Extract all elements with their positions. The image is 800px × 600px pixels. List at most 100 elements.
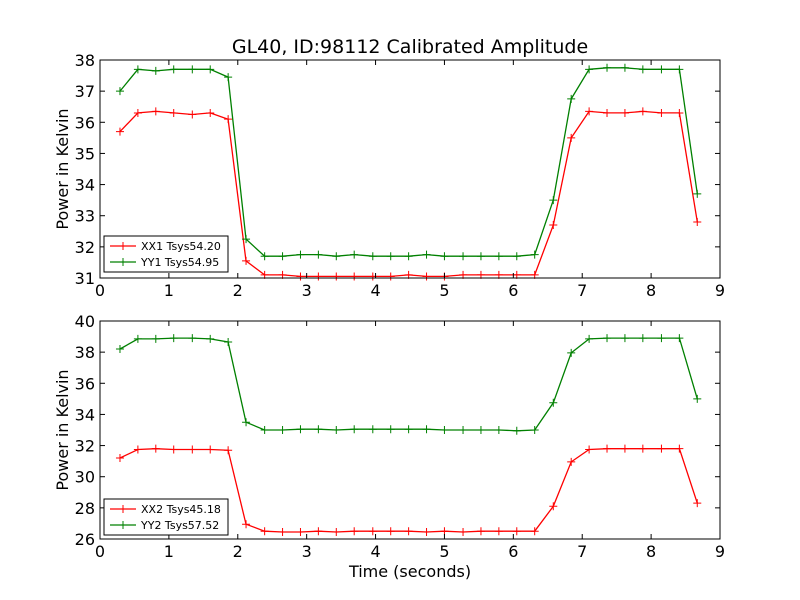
legend-entry: YY1 Tsys54.95	[140, 256, 219, 269]
data-point	[693, 189, 702, 198]
data-point	[386, 527, 395, 536]
data-point	[133, 108, 142, 117]
data-point	[675, 65, 684, 74]
x-tick-label: 6	[508, 542, 518, 561]
data-point	[638, 334, 647, 343]
data-point	[314, 425, 323, 434]
y-tick-label: 30	[75, 468, 95, 487]
data-point	[278, 426, 287, 434]
data-point	[260, 426, 269, 434]
data-point	[188, 334, 197, 343]
data-point	[151, 66, 160, 75]
data-point	[368, 425, 377, 434]
data-point	[314, 527, 323, 536]
data-point	[567, 457, 576, 466]
y-tick-label: 28	[75, 499, 95, 518]
data-point	[512, 527, 521, 536]
legend-swatch-marker	[119, 242, 127, 250]
x-tick-label: 4	[370, 281, 380, 300]
data-point	[422, 272, 431, 281]
y-tick-label: 33	[75, 207, 95, 226]
data-point	[188, 445, 197, 454]
data-point	[693, 499, 702, 508]
data-point	[133, 334, 142, 343]
data-point	[476, 426, 485, 434]
data-point	[260, 252, 269, 261]
data-point	[494, 527, 503, 536]
data-point	[620, 108, 629, 117]
data-point	[567, 133, 576, 142]
data-point	[585, 334, 594, 343]
data-point	[386, 425, 395, 434]
data-point	[260, 527, 269, 536]
x-tick-label: 9	[715, 281, 725, 300]
data-point	[476, 527, 485, 536]
data-point	[549, 502, 558, 511]
data-point	[206, 108, 215, 117]
y-tick-label: 32	[75, 238, 95, 257]
data-point	[350, 527, 359, 536]
x-tick-label: 8	[646, 542, 656, 561]
data-point	[115, 454, 124, 463]
data-point	[224, 338, 233, 347]
data-point	[332, 527, 341, 536]
x-tick-label: 2	[233, 281, 243, 300]
y-tick-label: 34	[75, 176, 95, 195]
data-point	[620, 444, 629, 453]
x-tick-label: 3	[302, 281, 312, 300]
data-point	[206, 65, 215, 74]
data-point	[296, 527, 305, 536]
data-point	[585, 65, 594, 74]
data-point	[603, 63, 612, 72]
legend-entry: XX1 Tsys54.20	[141, 240, 221, 253]
data-point	[585, 445, 594, 454]
data-point	[549, 221, 558, 230]
data-point	[115, 127, 124, 136]
data-point	[657, 108, 666, 117]
data-point	[422, 527, 431, 536]
y-tick-label: 37	[75, 82, 95, 101]
y-tick-label: 31	[75, 269, 95, 288]
data-point	[512, 252, 521, 261]
y-tick-label: 35	[75, 144, 95, 163]
data-point	[115, 345, 124, 354]
data-point	[638, 107, 647, 116]
x-tick-label: 5	[439, 542, 449, 561]
x-tick-label: 0	[95, 281, 105, 300]
data-point	[151, 334, 160, 343]
axes-frame	[99, 320, 721, 540]
data-point	[242, 256, 251, 265]
data-point	[657, 334, 666, 343]
data-point	[440, 426, 449, 434]
data-point	[278, 527, 287, 536]
data-point	[206, 334, 215, 343]
data-point	[620, 334, 629, 343]
data-point	[657, 444, 666, 453]
data-point	[620, 63, 629, 72]
legend-swatch-marker	[119, 521, 127, 529]
data-point	[386, 252, 395, 261]
y-tick-label: 34	[75, 405, 95, 424]
x-tick-label: 3	[302, 542, 312, 561]
legend-swatch-marker	[119, 505, 127, 513]
data-point	[567, 348, 576, 357]
x-tick-label: 8	[646, 281, 656, 300]
data-point	[459, 426, 468, 434]
data-point	[512, 426, 521, 435]
data-point	[133, 65, 142, 74]
data-point	[459, 527, 468, 536]
data-point	[386, 272, 395, 281]
data-point	[278, 252, 287, 261]
x-tick-label: 1	[164, 281, 174, 300]
data-point	[675, 334, 684, 343]
data-point	[169, 445, 178, 454]
data-point	[296, 250, 305, 259]
x-tick-label: 7	[577, 281, 587, 300]
data-point	[459, 252, 468, 261]
data-point	[350, 425, 359, 434]
data-point	[603, 334, 612, 343]
data-point	[242, 418, 251, 427]
data-point	[530, 527, 539, 536]
data-point	[530, 426, 539, 434]
x-axis-label: Time (seconds)	[348, 562, 471, 581]
